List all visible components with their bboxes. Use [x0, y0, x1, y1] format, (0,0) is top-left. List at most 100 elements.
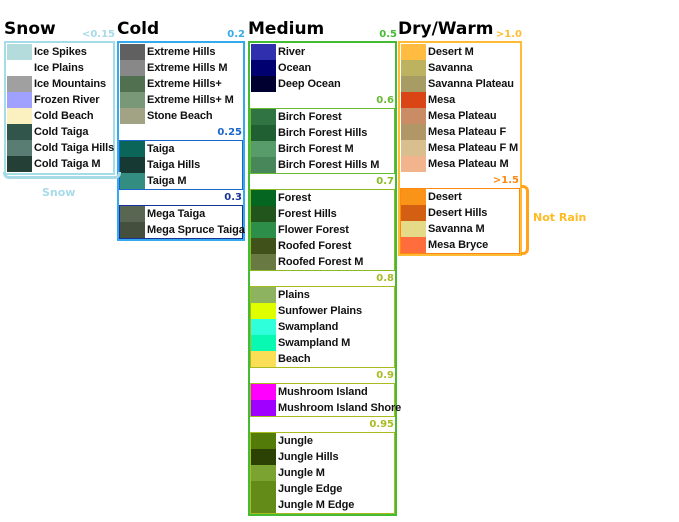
color-swatch	[401, 221, 426, 237]
biome-name: Cold Taiga Hills	[34, 142, 115, 154]
color-swatch	[251, 449, 276, 465]
biome-name: Jungle M	[278, 467, 325, 479]
threshold-label: 0.25	[217, 127, 242, 138]
biome-name: Savanna Plateau	[428, 78, 514, 90]
biome-group: Desert M Savanna Savanna Plateau Mesa Mesa P…	[400, 43, 520, 173]
threshold-label: >1.0	[495, 29, 522, 40]
biome-name: Birch Forest Hills	[278, 127, 368, 139]
biome-name: Savanna	[428, 62, 473, 74]
biome-row: Mega Taiga	[120, 206, 242, 222]
color-swatch	[120, 206, 145, 222]
color-swatch	[401, 205, 426, 221]
biome-name: Ocean	[278, 62, 312, 74]
color-swatch	[251, 157, 276, 173]
color-swatch	[401, 92, 426, 108]
biome-name: Stone Beach	[147, 110, 213, 122]
biome-row: Deep Ocean	[251, 76, 394, 92]
biome-name: Birch Forest Hills M	[278, 159, 380, 171]
threshold-label: 0.8	[376, 273, 394, 284]
column-title: Dry/Warm	[398, 19, 494, 39]
biome-row: Forest Hills	[251, 206, 394, 222]
biome-name: Mesa Plateau	[428, 110, 497, 122]
color-swatch	[251, 206, 276, 222]
not-rain-note: Not Rain	[533, 211, 587, 224]
color-swatch	[251, 351, 276, 367]
color-swatch	[401, 76, 426, 92]
color-swatch	[7, 156, 32, 172]
biome-group: Birch Forest Birch Forest Hills Birch Fore…	[250, 108, 395, 174]
biome-row: Cold Taiga	[7, 124, 112, 140]
biome-name: Forest Hills	[278, 208, 337, 220]
biome-name: Taiga	[147, 143, 175, 155]
biome-row: Cold Beach	[7, 108, 112, 124]
not-rain-bracket	[521, 185, 529, 255]
biome-row: Extreme Hills+	[120, 76, 242, 92]
biome-row: Desert Hills	[401, 205, 519, 221]
biome-name: Mushroom Island	[278, 386, 368, 398]
biome-name: Taiga M	[147, 175, 187, 187]
column-box: Extreme Hills Extreme Hills M Extreme Hill…	[117, 41, 245, 241]
biome-name: Mega Spruce Taiga	[147, 224, 245, 236]
biome-name: River	[278, 46, 306, 58]
biome-group: Mushroom Island Mushroom Island Shore	[250, 383, 401, 417]
biome-row: Savanna	[401, 60, 519, 76]
column-title: Snow	[4, 19, 56, 39]
biome-row: Cold Taiga Hills	[7, 140, 115, 156]
column-title: Cold	[117, 19, 160, 39]
column-box: River Ocean Deep Ocean 0.6 Birch Forest Birch…	[248, 41, 401, 516]
color-swatch	[120, 173, 145, 189]
biome-row: Ocean	[251, 60, 394, 76]
biome-name: Jungle Hills	[278, 451, 339, 463]
color-swatch	[251, 481, 276, 497]
biome-row: Ice Plains	[7, 60, 112, 76]
biome-name: Forest	[278, 192, 312, 204]
biome-name: Mesa Plateau F M	[428, 142, 519, 154]
biome-name: Ice Mountains	[34, 78, 107, 90]
biome-row: Forest	[251, 190, 394, 206]
color-swatch	[251, 335, 276, 351]
biome-row: Plains	[251, 287, 394, 303]
biome-row: Swampland M	[251, 335, 394, 351]
biome-name: Jungle Edge	[278, 483, 343, 495]
color-swatch	[251, 400, 276, 416]
color-swatch	[251, 287, 276, 303]
color-swatch	[401, 108, 426, 124]
threshold-label: 0.95	[369, 419, 394, 430]
biome-row: Taiga	[120, 141, 242, 157]
threshold-label: <0.15	[81, 29, 115, 40]
column-title: Medium	[248, 19, 325, 39]
snow-bracket	[3, 172, 121, 179]
biome-row: Swampland	[251, 319, 394, 335]
biome-name: Extreme Hills+ M	[147, 94, 234, 106]
color-swatch	[7, 44, 32, 60]
biome-group: Jungle Jungle Hills Jungle M Jungle Edge Jun…	[250, 432, 395, 514]
threshold-label: 0.3	[224, 192, 242, 203]
biome-row: Mesa Plateau	[401, 108, 519, 124]
biome-name: Deep Ocean	[278, 78, 341, 90]
biome-row: Frozen River	[7, 92, 112, 108]
biome-group: Mega Taiga Mega Spruce Taiga	[119, 205, 245, 239]
color-swatch	[401, 189, 426, 205]
color-swatch	[251, 465, 276, 481]
biome-name: Mesa Plateau M	[428, 158, 509, 170]
color-swatch	[251, 125, 276, 141]
color-swatch	[7, 124, 32, 140]
biome-name: Sunfower Plains	[278, 305, 363, 317]
color-swatch	[251, 303, 276, 319]
color-swatch	[251, 109, 276, 125]
biome-row: Jungle	[251, 433, 394, 449]
biome-name: Mesa Plateau F	[428, 126, 507, 138]
biome-row: Roofed Forest M	[251, 254, 394, 270]
biome-name: Frozen River	[34, 94, 100, 106]
biome-name: Desert	[428, 191, 462, 203]
color-swatch	[251, 254, 276, 270]
biome-name: Desert Hills	[428, 207, 488, 219]
color-swatch	[120, 76, 145, 92]
biome-row: Extreme Hills+ M	[120, 92, 242, 108]
biome-name: Taiga Hills	[147, 159, 201, 171]
snow-note: Snow	[42, 186, 76, 199]
biome-group: Extreme Hills Extreme Hills M Extreme Hill…	[119, 43, 243, 125]
threshold-label: >1.5	[492, 175, 519, 186]
threshold-label: 0.5	[379, 29, 397, 40]
biome-row: Cold Taiga M	[7, 156, 112, 172]
